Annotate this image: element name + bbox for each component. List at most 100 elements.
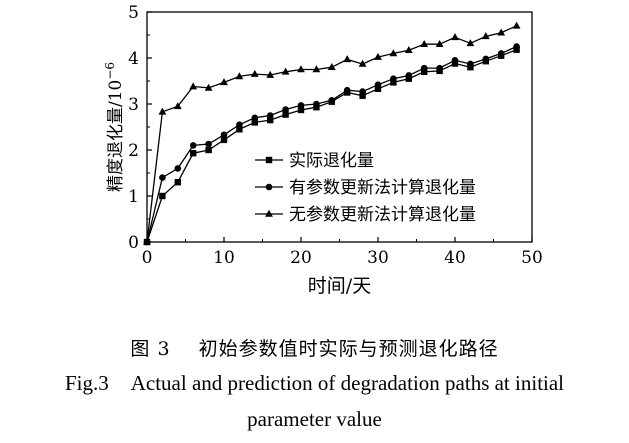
data-point [497, 50, 505, 57]
y-axis: 0 1 2 3 4 5 [128, 3, 152, 253]
data-point [174, 179, 181, 186]
data-point [189, 142, 197, 149]
data-point [327, 63, 336, 70]
data-point [390, 79, 397, 86]
legend-label: 有参数更新法计算退化量 [289, 178, 476, 198]
x-tick-label: 20 [290, 248, 312, 268]
data-point [297, 106, 305, 114]
legend-marker [265, 209, 273, 217]
legend-item: 有参数更新法计算退化量 [255, 178, 476, 198]
degradation-line-chart: 0 10 20 30 40 50 0 1 2 3 4 5 实际退化量有参数更新法计算退化量无参数更新… [103, 3, 543, 297]
data-point [390, 75, 397, 82]
data-point [281, 67, 290, 75]
x-axis: 0 10 20 30 40 50 [142, 237, 543, 268]
legend-label: 实际退化量 [289, 151, 374, 171]
legend-item: 无参数更新法计算退化量 [255, 205, 476, 225]
y-tick-label: 1 [128, 187, 139, 207]
data-point [343, 55, 352, 63]
data-point [220, 136, 228, 144]
data-point [467, 60, 474, 68]
x-tick-label: 40 [444, 248, 466, 268]
y-tick-label: 4 [128, 49, 139, 69]
data-point [159, 174, 166, 181]
x-tick-label: 50 [521, 248, 543, 268]
y-axis-label-text: 精度退化量/10 [106, 80, 126, 192]
data-point [159, 192, 166, 200]
data-point [220, 78, 228, 86]
data-point [421, 68, 428, 75]
data-point [512, 21, 521, 29]
data-point [205, 140, 212, 148]
data-point [359, 88, 366, 95]
data-point [451, 57, 459, 64]
data-point [481, 32, 490, 40]
data-point [174, 165, 182, 172]
caption-en-title: Actual and prediction of degradation pat… [130, 371, 565, 395]
series-circle [143, 43, 520, 246]
caption-en-label: Fig.3 [64, 371, 109, 395]
data-point [312, 65, 321, 73]
data-point [374, 52, 382, 60]
data-point [374, 85, 382, 93]
data-point [343, 86, 351, 94]
data-point [482, 55, 490, 63]
data-point [451, 33, 459, 41]
y-tick-label: 3 [128, 95, 139, 115]
data-point [250, 69, 259, 77]
data-point [282, 111, 289, 118]
data-point [158, 107, 167, 115]
caption-cn-title: 初始参数值时实际与预测退化路径 [198, 338, 499, 360]
data-point [251, 114, 259, 122]
data-point [266, 112, 274, 119]
legend-marker [265, 183, 273, 191]
y-tick-label: 2 [128, 141, 139, 161]
data-point [235, 72, 244, 80]
data-point [266, 70, 275, 78]
data-point [497, 28, 506, 36]
y-tick-label: 0 [128, 233, 139, 253]
data-point [220, 131, 228, 139]
legend-label: 无参数更新法计算退化量 [289, 205, 476, 225]
data-point [189, 82, 198, 90]
y-axis-label: 精度退化量/10−6 [103, 62, 126, 192]
x-axis-label: 时间/天 [308, 275, 371, 297]
data-point [389, 49, 398, 57]
data-point [420, 64, 428, 72]
data-point [404, 45, 413, 53]
caption-english-line2: parameter value [247, 407, 382, 431]
data-point [236, 126, 243, 133]
data-point [143, 237, 151, 245]
data-point [236, 121, 243, 128]
data-point [204, 83, 213, 91]
data-point [466, 39, 475, 47]
x-tick-label: 0 [142, 248, 153, 268]
caption-chinese: 图 3 初始参数值时实际与预测退化路径 [0, 334, 629, 361]
data-point [435, 40, 444, 47]
data-point [205, 146, 212, 154]
x-tick-label: 30 [367, 248, 389, 268]
data-point [328, 97, 336, 104]
data-point [405, 72, 413, 79]
data-point [358, 59, 367, 67]
data-point [359, 92, 366, 99]
y-axis-label-exponent: −6 [103, 62, 117, 80]
data-point [173, 102, 182, 110]
legend-marker [265, 156, 273, 164]
y-tick-label: 5 [128, 3, 139, 23]
series-triangle [143, 21, 521, 245]
data-point [267, 116, 274, 124]
x-tick-label: 10 [213, 248, 235, 268]
data-point [513, 43, 520, 50]
caption-english-line1: Fig.3 Actual and prediction of degradatio… [0, 371, 629, 396]
data-point [374, 81, 382, 88]
series-layer [143, 21, 521, 246]
data-point [436, 64, 443, 72]
data-point [282, 106, 289, 113]
data-point [251, 119, 258, 126]
data-point [190, 150, 197, 157]
legend-item: 实际退化量 [255, 151, 374, 171]
data-point [297, 102, 305, 109]
data-point [297, 65, 305, 73]
caption-cn-label: 图 3 [130, 338, 171, 360]
